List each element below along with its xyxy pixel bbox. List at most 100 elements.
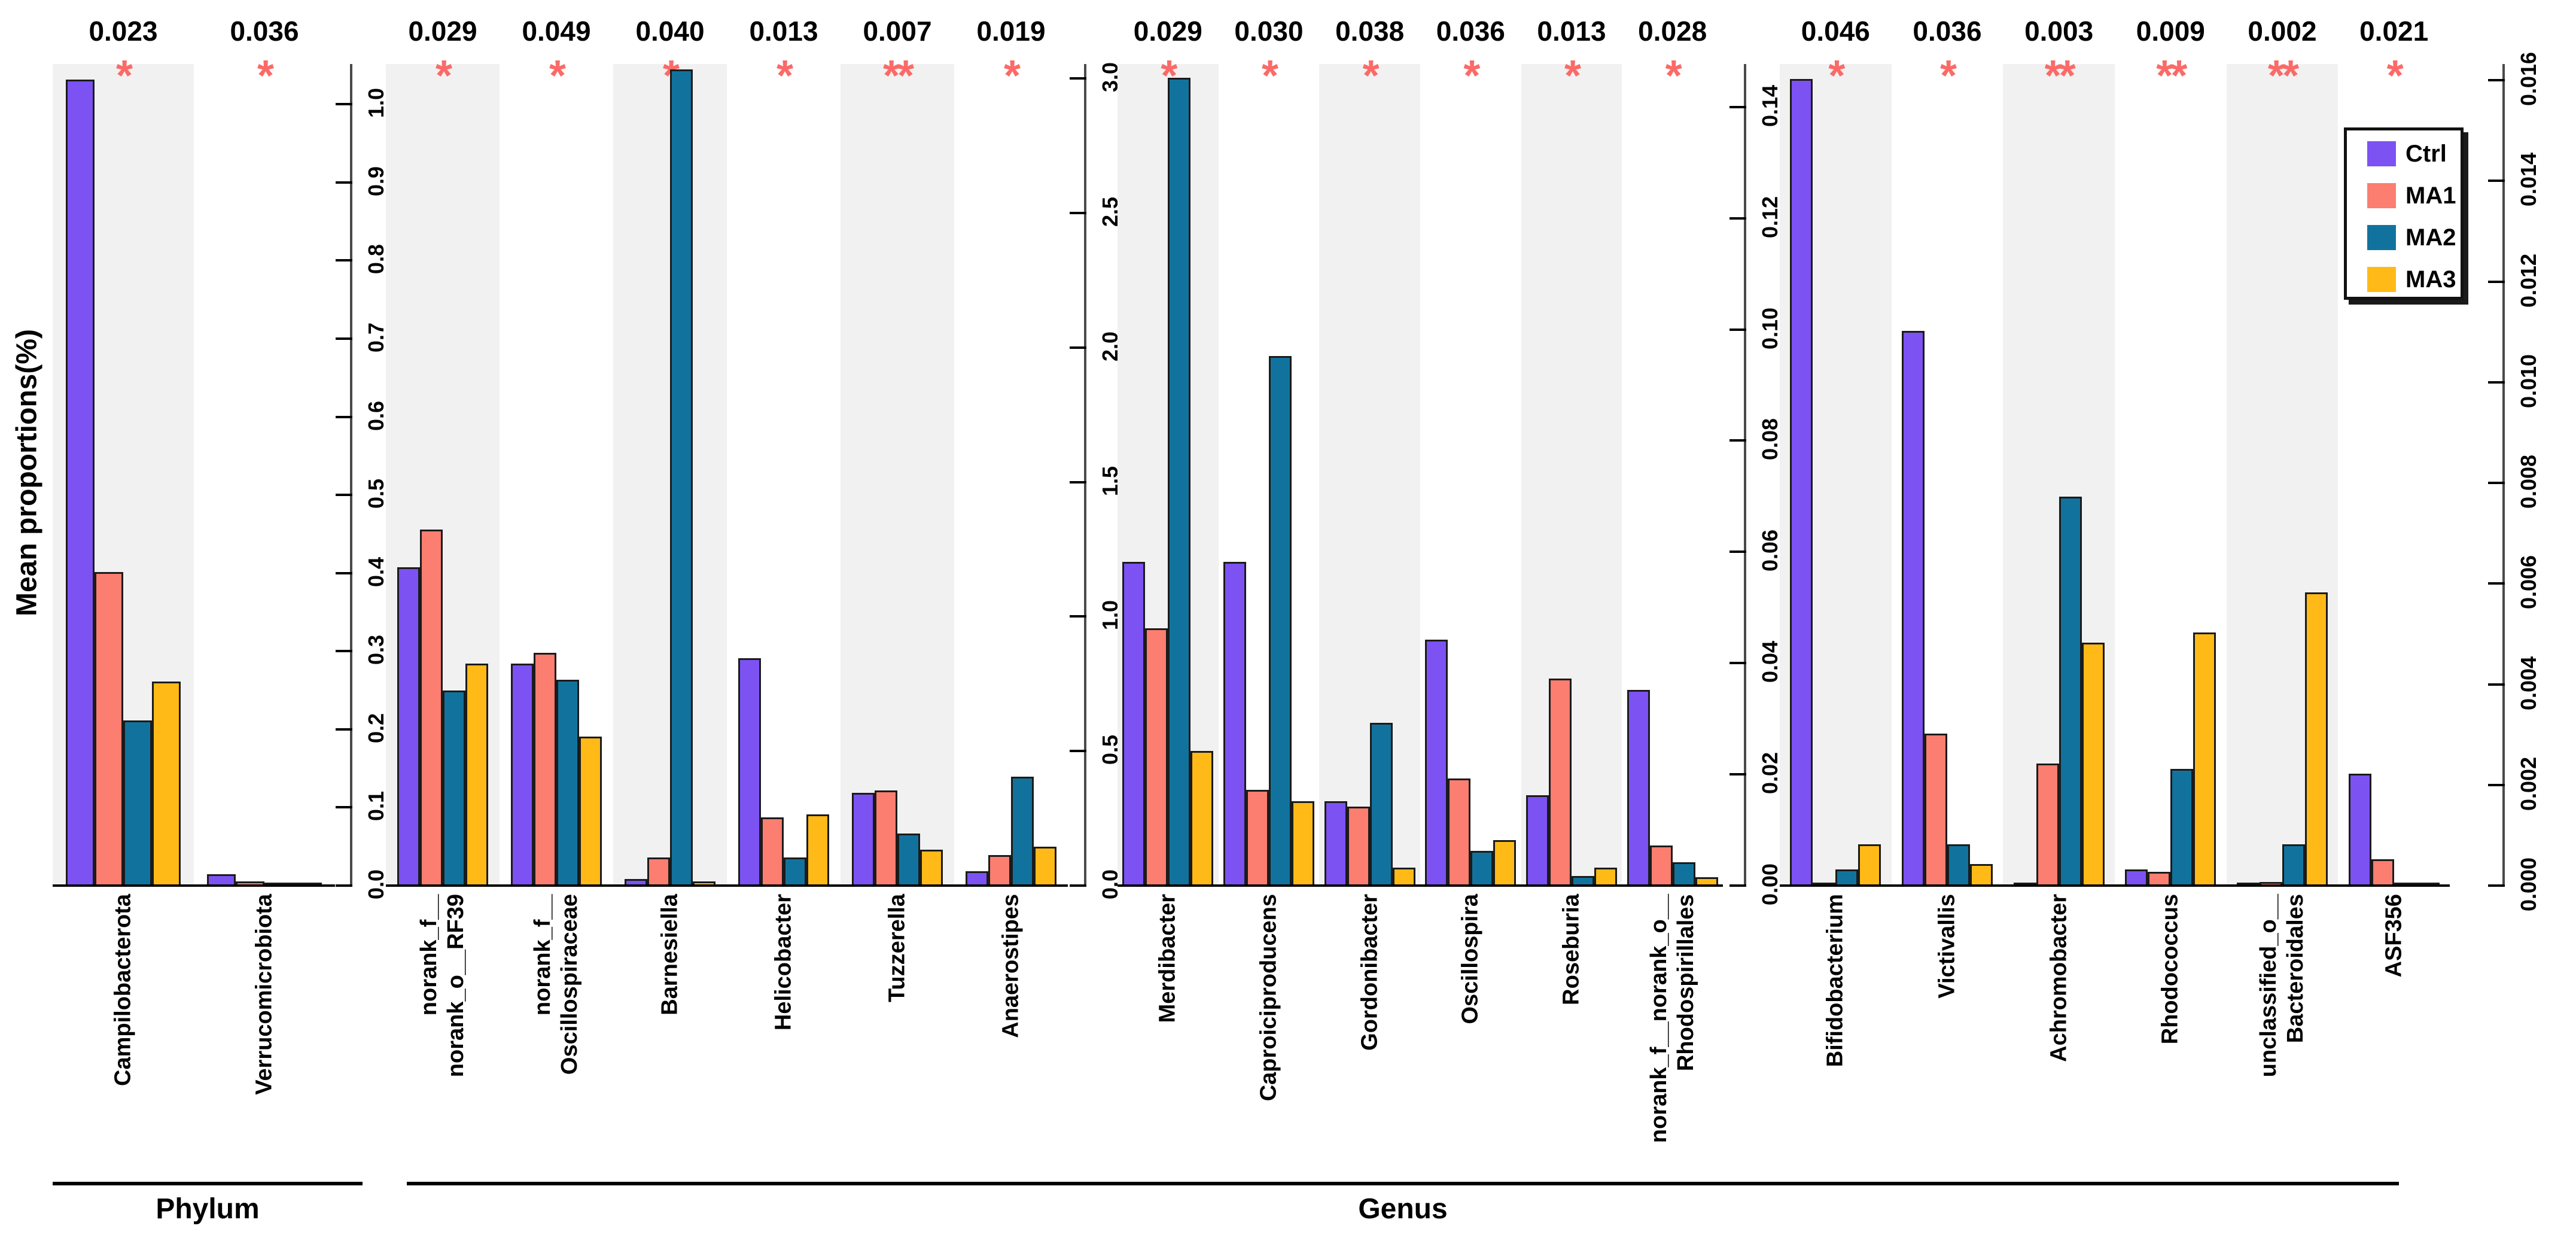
bar-ctrl — [1901, 330, 1925, 884]
bar-group — [207, 874, 322, 884]
axis-tick-label: 0.8 — [364, 244, 388, 275]
significance-stars: * — [1828, 52, 1845, 100]
significance-stars: * — [1939, 52, 1957, 100]
p-value: 0.009 — [2136, 16, 2205, 47]
bar-ma1 — [761, 817, 784, 884]
axis-tick-label: 0.0 — [364, 869, 388, 900]
bar-ma1 — [420, 529, 443, 884]
bar-ctrl — [852, 793, 875, 884]
significance-stars: ** — [2044, 52, 2076, 100]
bar-ma1 — [1924, 733, 1947, 884]
y-axis-2: 0.0 0.5 1.0 1.5 2.0 2.5 3.0 — [1070, 62, 1122, 899]
p-value: 0.036 — [1913, 16, 1982, 47]
bar-ma3 — [1969, 864, 1993, 884]
axis-tick-label: 0.002 — [2516, 756, 2541, 811]
p-value: 0.019 — [976, 16, 1046, 47]
axis-tick — [1070, 346, 1086, 349]
bar-group — [1223, 355, 1314, 884]
axis-tick — [1729, 662, 1746, 665]
taxon-label: norank_f__ norank_o__RF39 — [416, 894, 468, 1078]
bar-group — [2013, 497, 2105, 884]
bar-group — [2125, 632, 2216, 884]
panel-phylum: 0.023 * Campilobacterota 0.036 * Verrucomicro… — [53, 16, 335, 1095]
panel-genus-2: 0.029 * Merdibacter 0.030 * Caproiciproducens… — [1118, 16, 1723, 1143]
bar-ma3 — [465, 664, 488, 884]
significance-stars: * — [1003, 52, 1021, 100]
legend-label: Ctrl — [2406, 140, 2447, 167]
p-value: 0.029 — [1133, 16, 1202, 47]
axis-tick — [2488, 180, 2505, 183]
taxon-column-Caproiciproducens: 0.030 * Caproiciproducens — [1219, 16, 1320, 1101]
axis-tick — [1729, 884, 1746, 887]
axis-tick — [1729, 439, 1746, 442]
bar-group — [66, 80, 181, 884]
taxon-column-norank-f-Oscillospiraceae: 0.049 * norank_f__ Oscillospiraceae — [500, 16, 613, 1075]
p-value: 0.030 — [1234, 16, 1304, 47]
legend-label: MA1 — [2406, 182, 2456, 209]
axis-tick-label: 0.9 — [364, 166, 388, 196]
legend-item-ma2: MA2 — [2347, 217, 2461, 258]
taxon-column-Achromobacter: 0.003 ** Achromobacter — [2003, 16, 2115, 1062]
bar-ma2 — [1470, 851, 1494, 884]
axis-tick-label: 0.02 — [1758, 752, 1782, 795]
axis-tick-label: 0.008 — [2516, 455, 2541, 509]
bar-ma3 — [1034, 847, 1056, 884]
taxon-column-Victivallis: 0.036 * Victivallis — [1892, 16, 2003, 999]
bar-ma3 — [1291, 801, 1314, 884]
taxon-label: Helicobacter — [771, 894, 796, 1031]
bar-ma3 — [1392, 868, 1415, 884]
p-value: 0.002 — [2248, 16, 2317, 47]
bar-ctrl — [397, 567, 420, 884]
bar-ma2 — [2059, 497, 2082, 884]
bar-ctrl — [1790, 79, 1813, 884]
p-value: 0.007 — [863, 16, 932, 47]
p-value: 0.013 — [749, 16, 818, 47]
bar-ma1 — [1813, 883, 1836, 884]
axis-tick — [336, 884, 352, 887]
bar-ma3 — [579, 736, 602, 884]
axis-tick-label: 0.010 — [2516, 354, 2541, 408]
bar-ma1 — [875, 790, 897, 884]
axis-tick — [1070, 884, 1086, 887]
axis-tick-label: 0.08 — [1758, 418, 1782, 461]
bar-ma3 — [2304, 592, 2328, 884]
taxon-column-ASF356: 0.021 * ASF356 — [2338, 16, 2450, 977]
y-axis-4: 0.000 0.002 0.004 0.006 0.008 0.010 0.012 0.014… — [2488, 52, 2541, 911]
axis-tick — [1729, 328, 1746, 331]
axis-tick — [2488, 280, 2505, 283]
bar-ma2 — [670, 69, 693, 884]
bar-ma2 — [1168, 78, 1191, 884]
taxon-column-Roseburia: 0.013 * Roseburia — [1521, 16, 1622, 1005]
axis-tick — [336, 494, 352, 497]
bar-ma1 — [1548, 679, 1572, 884]
axis-tick — [336, 337, 352, 340]
axis-tick — [1070, 750, 1086, 753]
y-axis-title: Mean proportions(%) — [11, 329, 43, 616]
bar-group — [1324, 723, 1415, 884]
taxon-label: Merdibacter — [1155, 894, 1180, 1023]
axis-tick — [336, 103, 352, 106]
bar-ma2 — [1835, 869, 1859, 884]
bar-group — [511, 653, 602, 884]
axis-tick — [2488, 884, 2505, 887]
axis-tick — [1729, 773, 1746, 776]
p-value: 0.028 — [1638, 16, 1707, 47]
bar-ctrl — [2236, 883, 2260, 884]
significance-stars: * — [435, 52, 452, 100]
panel-genus-3: 0.046 * Bifidobacterium 0.036 * Victivallis 0.… — [1780, 16, 2450, 1077]
bar-ctrl — [966, 871, 988, 884]
significance-stars: * — [1261, 52, 1278, 100]
axis-tick-label: 0.12 — [1758, 196, 1782, 238]
bar-ctrl — [2013, 883, 2036, 884]
bar-group — [1627, 689, 1718, 884]
axis-tick — [1070, 480, 1086, 483]
p-value: 0.013 — [1537, 16, 1606, 47]
axis-tick-label: 0.04 — [1758, 641, 1782, 683]
axis-tick — [2488, 79, 2505, 82]
section-label-phylum: Phylum — [156, 1193, 260, 1225]
axis-tick — [2488, 381, 2505, 384]
legend-label: MA2 — [2406, 224, 2456, 251]
bar-ctrl — [625, 879, 647, 884]
taxon-column-Barnesiella: 0.040*Barnesiella — [613, 16, 727, 1015]
taxon-label: Achromobacter — [2046, 894, 2072, 1062]
